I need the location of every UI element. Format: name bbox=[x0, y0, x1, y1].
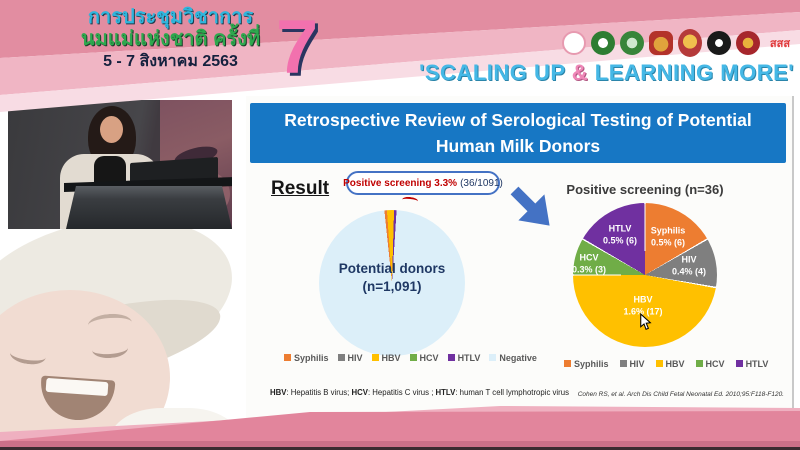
slice-value-syphilis: 0.5% (6) bbox=[650, 237, 686, 247]
slice-name-hiv: HIV bbox=[681, 254, 697, 265]
slogan-ampersand: & bbox=[571, 60, 589, 85]
positive-screening-pie-chart: Syphilis 0.5% (6) HIV 0.4% (4) HBV 1.6% … bbox=[572, 203, 717, 347]
conference-date: 5 - 7 สิงหาคม 2563 bbox=[103, 52, 238, 70]
university-seal-logo bbox=[707, 31, 731, 55]
potential-donors-caption-line2: (n=1,091) bbox=[362, 278, 422, 294]
footnote-abbr-hcv: HCV bbox=[351, 388, 368, 397]
badge-pointer-brace bbox=[401, 196, 419, 205]
legend-item-htlv: HTLV bbox=[447, 353, 481, 363]
hbv-color-key bbox=[655, 360, 663, 367]
hcv-color-key bbox=[409, 354, 417, 361]
conference-title-line1: การประชุมวิชาการ bbox=[87, 6, 254, 28]
potential-donors-pie-chart: Potential donors (n=1,091) bbox=[319, 210, 465, 356]
legend-item-hcv: HCV bbox=[695, 359, 725, 369]
legend-label-hcv: HCV bbox=[419, 353, 439, 363]
slice-value-hcv: 0.3% (3) bbox=[571, 264, 607, 274]
slogan-part2: LEARNING MORE' bbox=[588, 60, 794, 85]
legend-label-syphilis: Syphilis bbox=[574, 359, 609, 369]
hbv-color-key bbox=[371, 354, 379, 361]
htlv-color-key bbox=[447, 354, 455, 361]
baby-background-photo bbox=[0, 228, 248, 450]
presenter-video bbox=[8, 100, 232, 229]
slice-value-htlv: 0.5% (6) bbox=[602, 235, 638, 245]
conference-slogan: 'SCALING UP & LEARNING MORE' bbox=[314, 60, 794, 86]
blue-arrow-icon bbox=[510, 186, 550, 226]
htlv-color-key bbox=[735, 360, 743, 367]
red-gold-seal-logo bbox=[736, 31, 760, 55]
podium-shape bbox=[66, 186, 232, 229]
footnote-abbr-hbv: HBV bbox=[270, 388, 287, 397]
positive-screening-badge: Positive screening 3.3% (36/1091) bbox=[343, 171, 503, 195]
conference-title: การประชุมวิชาการ นมแม่แห่งชาติ ครั้งที่ … bbox=[58, 6, 283, 71]
royal-temple-emblem-logo bbox=[649, 31, 673, 55]
slice-label-hiv: HIV 0.4% (4) bbox=[672, 254, 706, 277]
royal-college-emblem-logo bbox=[678, 29, 702, 57]
result-heading: Result bbox=[271, 178, 330, 199]
slice-name-hcv: HCV bbox=[579, 252, 599, 263]
potential-donors-caption: Potential donors (n=1,091) bbox=[319, 260, 465, 295]
legend-label-hcv: HCV bbox=[705, 359, 725, 369]
slice-name-syphilis: Syphilis bbox=[650, 225, 686, 236]
left-pie-legend: Syphilis HIV HBV HCV HTLV Negative bbox=[284, 353, 537, 363]
negative-color-key bbox=[489, 354, 497, 361]
footnote-def-hbv: : Hepatitis B virus; bbox=[286, 388, 352, 397]
presentation-slide: Retrospective Review of Serological Test… bbox=[246, 96, 794, 426]
legend-item-hbv: HBV bbox=[371, 353, 401, 363]
footnote-def-hcv: : Hepatitis C virus ; bbox=[367, 388, 436, 397]
hiv-color-key bbox=[337, 354, 345, 361]
mother-child-foundation-logo bbox=[562, 31, 586, 55]
right-pie-legend: Syphilis HIV HBV HCV HTLV bbox=[564, 359, 768, 369]
footnote-def-htlv: : human T cell lymphotropic virus bbox=[455, 388, 569, 397]
edition-number: 7 bbox=[276, 5, 319, 90]
legend-item-negative: Negative bbox=[489, 353, 537, 363]
legend-item-hbv: HBV bbox=[655, 359, 685, 369]
abbreviation-footnote: HBV: Hepatitis B virus; HCV: Hepatitis C… bbox=[270, 388, 569, 397]
badge-detail-text: (36/1091) bbox=[460, 177, 503, 189]
slice-value-hbv: 1.6% (17) bbox=[623, 306, 663, 316]
green-health-association-logo bbox=[591, 31, 615, 55]
mouse-cursor-icon bbox=[640, 313, 652, 330]
slogan-part1: 'SCALING UP bbox=[419, 60, 572, 85]
conference-title-line2: นมแม่แห่งชาติ ครั้งที่ bbox=[80, 28, 261, 51]
legend-item-hiv: HIV bbox=[619, 359, 645, 369]
hcv-color-key bbox=[695, 360, 703, 367]
syphilis-color-key bbox=[284, 354, 291, 361]
reference-citation: Cohen RS, et al. Arch Dis Child Fetal Ne… bbox=[577, 391, 784, 398]
legend-label-negative: Negative bbox=[499, 353, 537, 363]
slice-value-hiv: 0.4% (4) bbox=[671, 266, 707, 276]
slice-label-hcv: HCV 0.3% (3) bbox=[572, 252, 606, 275]
slice-name-hbv: HBV bbox=[633, 294, 653, 305]
legend-label-hiv: HIV bbox=[629, 359, 645, 369]
potential-donors-caption-line1: Potential donors bbox=[338, 261, 446, 276]
syphilis-color-key bbox=[564, 360, 571, 367]
legend-label-htlv: HTLV bbox=[457, 353, 481, 363]
hiv-color-key bbox=[619, 360, 627, 367]
slice-label-syphilis: Syphilis 0.5% (6) bbox=[651, 225, 686, 248]
legend-item-htlv: HTLV bbox=[735, 359, 769, 369]
presenter-face-shape bbox=[100, 116, 123, 143]
legend-item-syphilis: Syphilis bbox=[564, 359, 609, 369]
slide-title: Retrospective Review of Serological Test… bbox=[250, 103, 786, 163]
legend-label-syphilis: Syphilis bbox=[294, 353, 329, 363]
slice-name-htlv: HTLV bbox=[608, 223, 632, 234]
legend-item-hcv: HCV bbox=[409, 353, 439, 363]
legend-item-hiv: HIV bbox=[337, 353, 363, 363]
thai-health-sss-logo: สสส bbox=[769, 38, 791, 50]
baby-shirt-shape bbox=[110, 408, 240, 450]
positive-screening-title: Positive screening (n=36) bbox=[566, 182, 724, 197]
footnote-abbr-htlv: HTLV bbox=[435, 388, 456, 397]
badge-highlight-text: Positive screening 3.3% bbox=[343, 177, 458, 189]
legend-item-syphilis: Syphilis bbox=[284, 353, 329, 363]
legend-label-hiv: HIV bbox=[347, 353, 363, 363]
sponsor-logo-row: สสส bbox=[562, 27, 794, 59]
slice-label-htlv: HTLV 0.5% (6) bbox=[603, 223, 637, 246]
legend-label-htlv: HTLV bbox=[745, 359, 769, 369]
legend-label-hbv: HBV bbox=[665, 359, 685, 369]
legend-label-hbv: HBV bbox=[381, 353, 401, 363]
slice-label-hbv: HBV 1.6% (17) bbox=[623, 294, 662, 317]
public-health-department-logo bbox=[620, 31, 644, 55]
